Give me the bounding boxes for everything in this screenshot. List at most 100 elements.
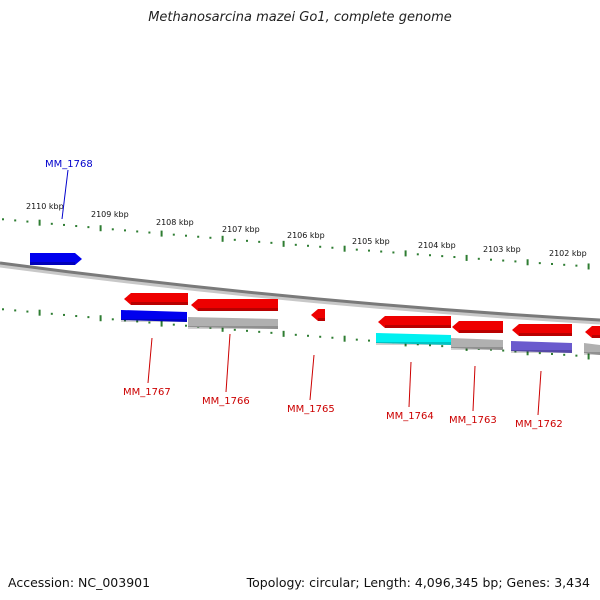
ruler-tick bbox=[441, 345, 444, 348]
ruler-tick bbox=[514, 350, 517, 353]
ruler-tick bbox=[221, 325, 224, 332]
annotation-bar-mm-1762 bbox=[511, 341, 572, 353]
ruler-label: 2109 kbp bbox=[91, 210, 129, 219]
upper-ruler bbox=[2, 218, 590, 270]
leader-line bbox=[147, 337, 153, 384]
ruler-tick bbox=[331, 336, 334, 339]
ruler-label: 2105 kbp bbox=[352, 237, 390, 246]
ruler-tick bbox=[63, 223, 65, 226]
ruler-tick bbox=[63, 313, 65, 316]
genome-summary-text: Topology: circular; Length: 4,096,345 bp… bbox=[246, 575, 590, 590]
ruler-tick bbox=[148, 321, 151, 324]
gene-feature-mm-1767 bbox=[124, 293, 188, 305]
genome-backbone bbox=[0, 261, 600, 322]
ruler-tick bbox=[307, 244, 309, 247]
gene-label[interactable]: MM_1766 bbox=[202, 396, 250, 407]
gene-label[interactable]: MM_1765 bbox=[287, 404, 335, 415]
leader-line bbox=[61, 169, 69, 220]
ruler-tick bbox=[75, 225, 78, 228]
ruler-tick bbox=[111, 228, 114, 231]
ruler-tick bbox=[209, 236, 212, 239]
ruler-tick bbox=[172, 233, 175, 236]
ruler-tick bbox=[526, 259, 529, 266]
ruler-tick bbox=[185, 324, 187, 327]
ruler-tick bbox=[75, 315, 78, 318]
ruler-label: 2110 kbp bbox=[26, 202, 64, 211]
ruler-tick bbox=[14, 219, 17, 222]
ruler-tick bbox=[343, 245, 346, 252]
ruler-tick bbox=[148, 231, 151, 234]
ruler-tick bbox=[282, 240, 285, 247]
ruler-tick bbox=[2, 308, 4, 311]
ruler-tick bbox=[538, 352, 541, 355]
ruler-tick bbox=[294, 243, 297, 246]
ruler-tick bbox=[14, 309, 17, 312]
ruler-tick bbox=[477, 257, 480, 260]
gene-label[interactable]: MM_1762 bbox=[515, 419, 563, 430]
ruler-tick bbox=[429, 344, 431, 347]
ruler-tick bbox=[172, 323, 175, 326]
gene-feature-mm-1762 bbox=[512, 324, 572, 336]
leader-line bbox=[408, 361, 412, 408]
ruler-tick bbox=[233, 328, 236, 331]
ruler-tick bbox=[490, 348, 492, 351]
ruler-tick bbox=[368, 249, 370, 252]
ruler-tick bbox=[124, 229, 126, 232]
ruler-tick bbox=[38, 309, 41, 316]
ruler-tick bbox=[575, 264, 578, 267]
ruler-tick bbox=[514, 260, 517, 263]
ruler-tick bbox=[221, 235, 224, 242]
gene-feature-partial bbox=[585, 326, 600, 338]
ruler-tick bbox=[50, 222, 53, 225]
ruler-tick bbox=[563, 263, 566, 266]
annotation-bar-mm-1764 bbox=[376, 333, 451, 345]
gene-label[interactable]: MM_1763 bbox=[449, 415, 497, 426]
ruler-tick bbox=[355, 248, 358, 251]
ruler-tick bbox=[319, 245, 322, 248]
ruler-tick bbox=[87, 316, 90, 319]
ruler-tick bbox=[429, 254, 431, 257]
ruler-tick bbox=[160, 320, 163, 327]
ruler-tick bbox=[563, 353, 566, 356]
gene-label[interactable]: MM_1768 bbox=[45, 159, 93, 170]
gene-label[interactable]: MM_1767 bbox=[123, 387, 171, 398]
accession-text: Accession: NC_003901 bbox=[8, 575, 151, 590]
ruler-tick bbox=[87, 226, 90, 229]
ruler-tick bbox=[490, 258, 492, 261]
annotation-bar-partial bbox=[584, 343, 600, 355]
gene-features bbox=[30, 253, 600, 355]
leader-line bbox=[225, 333, 231, 393]
ruler-label: 2102 kbp bbox=[549, 249, 587, 258]
leader-line bbox=[537, 370, 542, 416]
ruler-tick bbox=[453, 256, 456, 259]
ruler-tick bbox=[368, 339, 370, 342]
ruler-label: 2104 kbp bbox=[418, 241, 456, 250]
leader-line bbox=[472, 365, 476, 412]
ruler-labels: 2110 kbp 2109 kbp 2108 kbp 2107 kbp 2106 kbp… bbox=[26, 202, 587, 258]
ruler-tick bbox=[319, 335, 322, 338]
ruler-tick bbox=[233, 238, 236, 241]
ruler-tick bbox=[538, 262, 541, 265]
ruler-tick bbox=[2, 218, 4, 221]
gene-label[interactable]: MM_1764 bbox=[386, 411, 434, 422]
ruler-tick bbox=[551, 262, 553, 265]
ruler-tick bbox=[270, 331, 273, 334]
ruler-tick bbox=[416, 343, 419, 346]
ruler-tick bbox=[282, 330, 285, 337]
ruler-tick bbox=[258, 330, 261, 333]
ruler-tick bbox=[258, 240, 261, 243]
ruler-tick bbox=[587, 263, 590, 270]
ruler-label: 2107 kbp bbox=[222, 225, 260, 234]
ruler-tick bbox=[587, 353, 590, 360]
ruler-tick bbox=[355, 338, 358, 341]
ruler-tick bbox=[331, 246, 334, 249]
ruler-tick bbox=[575, 354, 578, 357]
ruler-tick bbox=[38, 219, 41, 226]
ruler-tick bbox=[343, 335, 346, 342]
ruler-tick bbox=[526, 349, 529, 356]
ruler-tick bbox=[197, 235, 200, 238]
map-title: Methanosarcina mazei Go1, complete genom… bbox=[148, 10, 452, 25]
ruler-tick bbox=[502, 349, 505, 352]
ruler-tick bbox=[124, 319, 126, 322]
